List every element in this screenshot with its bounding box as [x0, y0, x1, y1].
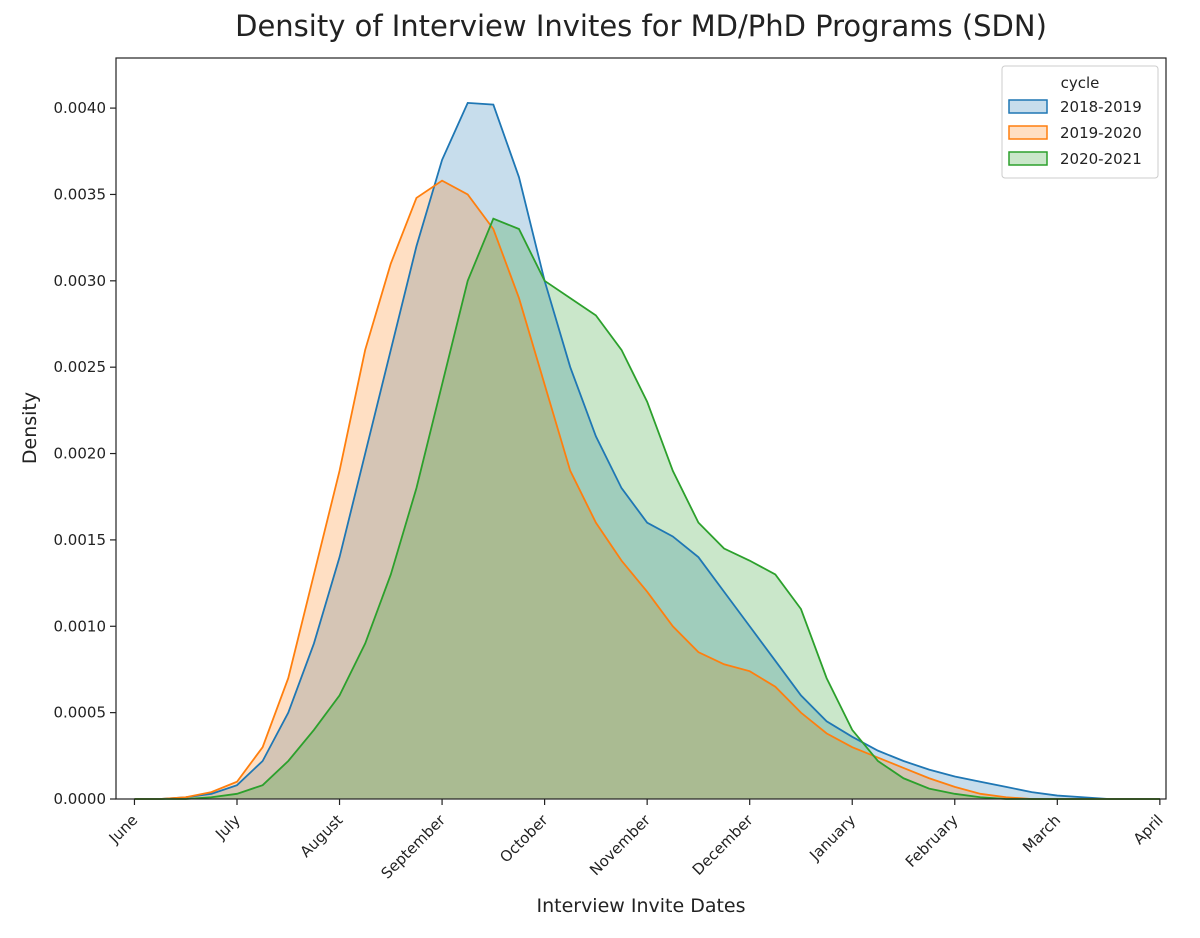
y-tick-label: 0.0025: [54, 358, 107, 376]
y-axis-label: Density: [19, 392, 41, 464]
y-tick-label: 0.0020: [54, 445, 107, 463]
x-tick-label: December: [689, 811, 757, 879]
legend-title: cycle: [1061, 74, 1100, 92]
density-area: [134, 218, 1160, 799]
x-tick-label: June: [105, 811, 142, 848]
x-tick-label: January: [805, 811, 859, 865]
y-tick-label: 0.0000: [54, 790, 107, 808]
x-tick-label: July: [211, 811, 244, 844]
x-tick-label: October: [496, 811, 552, 867]
legend-swatch: [1008, 151, 1048, 166]
y-tick-label: 0.0015: [54, 531, 107, 549]
legend-box: [1001, 65, 1159, 179]
x-tick-label: April: [1130, 811, 1167, 848]
x-tick-label: November: [586, 811, 654, 879]
legend-label: 2020-2021: [1060, 150, 1142, 168]
legend-label: 2019-2020: [1060, 124, 1142, 142]
legend-entry: 2019-2020: [1008, 124, 1142, 142]
legend-swatch: [1008, 125, 1048, 140]
density-line: [134, 101, 1160, 800]
x-tick-label: February: [902, 811, 962, 871]
y-tick-label: 0.0030: [54, 272, 107, 290]
chart-title: Density of Interview Invites for MD/PhD …: [235, 9, 1047, 43]
density-area: [134, 180, 1160, 799]
x-axis-label: Interview Invite Dates: [536, 895, 745, 917]
x-tick-label: March: [1019, 811, 1064, 856]
legend-label: 2018-2019: [1060, 98, 1142, 116]
y-tick-label: 0.0040: [54, 99, 107, 117]
density-area: [134, 102, 1160, 799]
y-tick-label: 0.0035: [54, 185, 107, 203]
density-line: [134, 217, 1160, 800]
legend-swatch: [1008, 99, 1048, 114]
legend-entry: 2018-2019: [1008, 98, 1142, 116]
legend-entry: 2020-2021: [1008, 150, 1142, 168]
density-line: [134, 179, 1160, 800]
y-tick-label: 0.0005: [54, 704, 107, 722]
plot-frame: [115, 57, 1167, 800]
y-tick-label: 0.0010: [54, 617, 107, 635]
x-tick-label: August: [297, 811, 347, 861]
x-tick-label: September: [378, 811, 450, 883]
